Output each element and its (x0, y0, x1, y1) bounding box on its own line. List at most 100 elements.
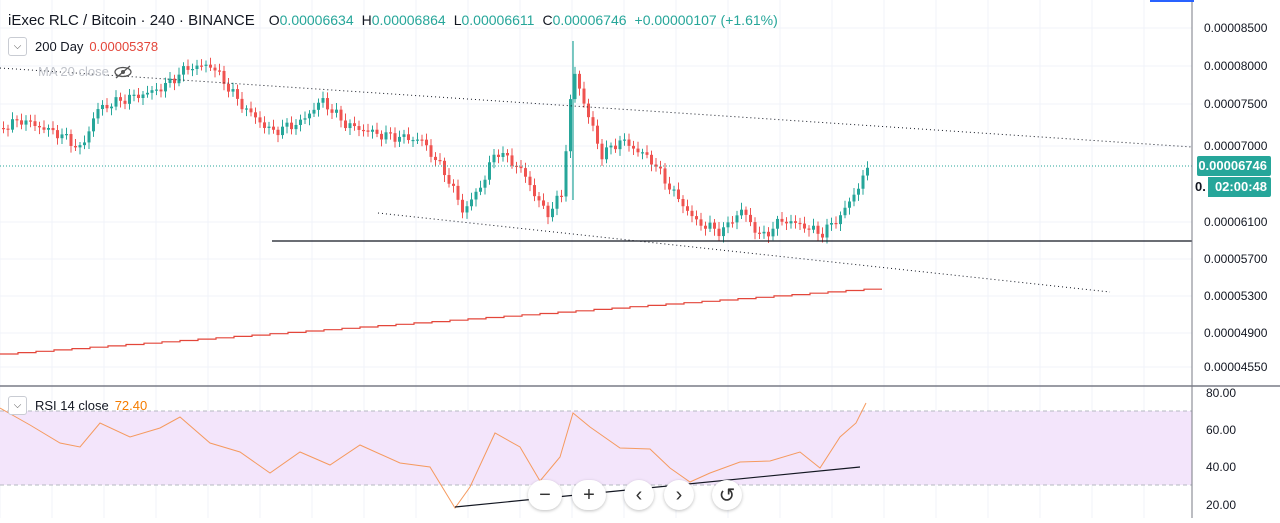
ma-name[interactable]: MA 20 close (38, 64, 109, 79)
candle-body (573, 73, 577, 100)
candle-body (393, 133, 397, 142)
candle-body (290, 122, 293, 130)
close-value: 0.00006746 (552, 12, 627, 28)
candle-body (821, 233, 824, 238)
candle-body (231, 89, 235, 92)
candle-body (105, 104, 109, 109)
chevron-down-icon[interactable]: ⌵ (8, 37, 27, 56)
candle-body (132, 94, 136, 96)
candle-body (335, 109, 338, 113)
candle-body (249, 108, 253, 113)
candle-body (704, 225, 707, 229)
candle-body (371, 129, 374, 132)
candle-body (110, 106, 113, 109)
candle-body (6, 128, 10, 130)
rsi-band-fill (0, 411, 1192, 485)
candle-body (618, 140, 622, 150)
sma-name[interactable]: 200 Day (35, 39, 84, 54)
candle-body (677, 189, 680, 200)
candle-body (173, 78, 176, 84)
candle-body (564, 151, 568, 197)
candle-body (182, 66, 185, 75)
candle-body (771, 228, 775, 237)
candle-body (839, 215, 842, 225)
rsi-axis-label: 60.00 (1206, 423, 1236, 437)
candle-body (159, 89, 163, 92)
high-label: H (361, 12, 372, 28)
candle-body (11, 119, 14, 130)
scroll-back-button[interactable]: ‹ (624, 480, 654, 510)
candle-body (861, 175, 865, 189)
candle-body (384, 132, 388, 140)
price-axis-label: 0.00005700 (1204, 252, 1268, 266)
candle-body (501, 152, 505, 157)
candle-body (222, 70, 226, 84)
candle-body (474, 191, 478, 200)
candle-body (263, 122, 266, 128)
candle-body (767, 231, 770, 237)
candle-body (753, 222, 757, 233)
price-axis-label: 0.00008000 (1204, 59, 1268, 73)
candle-body (758, 232, 761, 234)
low-label: L (453, 12, 462, 28)
rsi-axis-label: 20.00 (1206, 498, 1236, 512)
scroll-forward-button[interactable]: › (664, 480, 694, 510)
candle-body (398, 136, 401, 142)
change-value: +0.00000107 (+1.61%) (634, 12, 778, 28)
minus-icon: − (539, 483, 551, 506)
zoom-in-button[interactable]: + (572, 480, 606, 510)
candle-body (528, 176, 532, 186)
sma-value: 0.00005378 (89, 39, 159, 54)
price-axis-label: 0.00004900 (1204, 326, 1268, 340)
candle-body (285, 122, 289, 127)
symbol-title[interactable]: iExec RLC / Bitcoin · 240 · BINANCE (8, 12, 255, 29)
candle-body (78, 145, 82, 148)
candle-body (789, 221, 793, 224)
candle-body (42, 127, 46, 130)
candle-body (87, 131, 91, 143)
candle-body (690, 210, 694, 217)
candle-body (672, 189, 676, 191)
candle-body (119, 97, 122, 101)
candle-body (461, 199, 464, 213)
candle-body (614, 145, 617, 150)
candle-body (483, 179, 487, 188)
candle-body (24, 120, 28, 125)
candle-body (816, 225, 820, 234)
candle-body (245, 108, 248, 110)
candle-body (240, 98, 244, 110)
rsi-axis-label: 80.00 (1206, 386, 1236, 400)
candle-body (708, 222, 712, 229)
candle-body (798, 222, 802, 225)
candle-body (38, 125, 41, 128)
candle-body (803, 223, 806, 229)
candle-body (600, 143, 604, 160)
countdown: 02:00:48 (1214, 179, 1267, 194)
candle-body (389, 132, 392, 134)
zoom-out-button[interactable]: − (528, 480, 562, 510)
candle-body (591, 117, 595, 126)
chevron-down-icon[interactable]: ⌵ (8, 396, 27, 415)
candle-body (866, 167, 869, 176)
candle-body (74, 145, 77, 148)
candle-body (101, 104, 104, 110)
candle-body (843, 207, 847, 216)
chevron-left-icon: ‹ (635, 483, 643, 506)
rsi-line (0, 402, 867, 509)
reset-chart-button[interactable]: ↺ (712, 480, 742, 510)
candle-body (353, 123, 356, 127)
candle-body (60, 134, 64, 139)
ma-legend: MA 20 close (38, 64, 133, 79)
candle-body (218, 70, 221, 72)
open-label: O (268, 12, 280, 28)
candle-body (2, 128, 5, 130)
candle-body (137, 94, 140, 99)
eye-hidden-icon[interactable] (113, 65, 133, 79)
candle-body (186, 66, 190, 70)
rsi-name[interactable]: RSI 14 close (35, 398, 109, 413)
candle-body (15, 119, 19, 121)
candle-body (497, 154, 500, 157)
candle-body (857, 188, 860, 195)
